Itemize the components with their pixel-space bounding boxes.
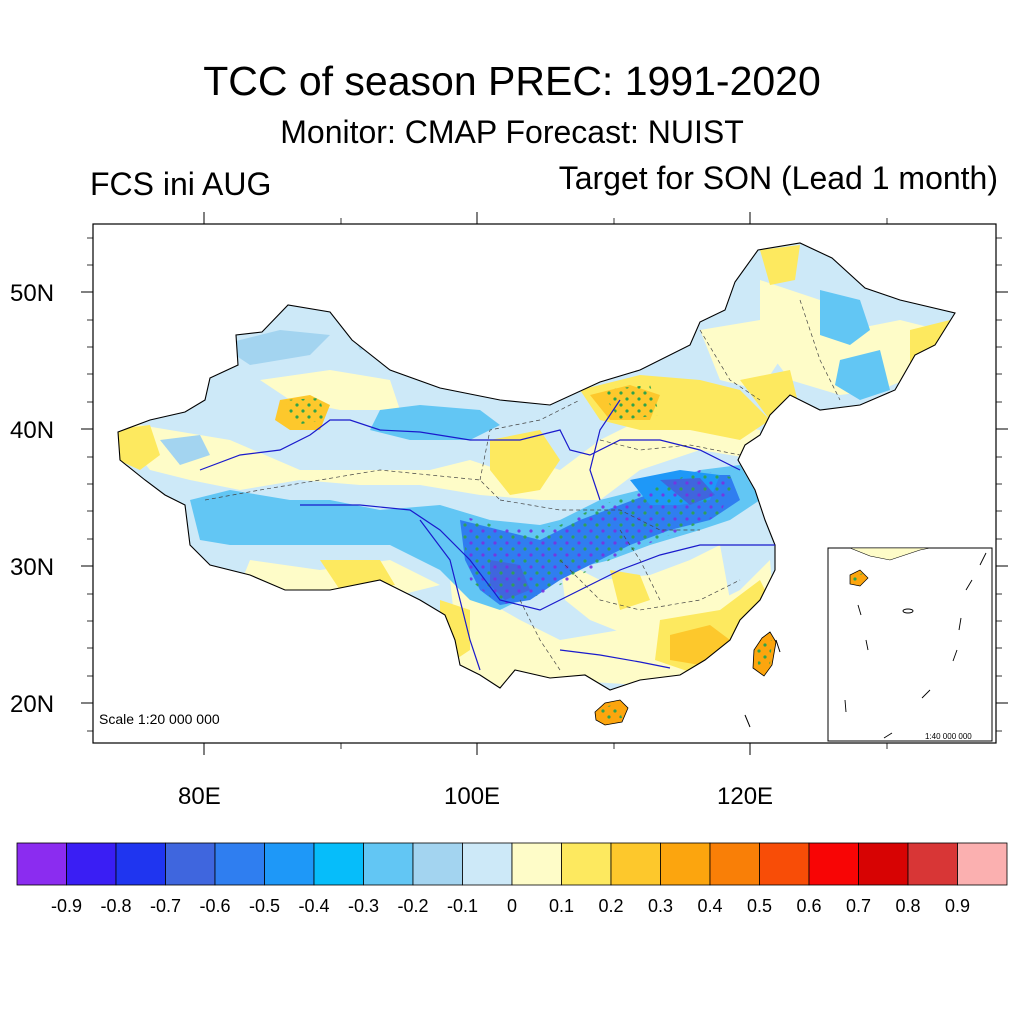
nine-dash-marks	[744, 639, 781, 728]
colorbar-tick-label: -0.5	[248, 896, 281, 916]
colorbar-box	[709, 842, 760, 886]
colorbar-tick-label: 0	[506, 896, 517, 916]
colorbar-box	[610, 842, 661, 886]
colorbar-box	[363, 842, 414, 886]
lon-label-80e: 80E	[178, 783, 221, 810]
colorbar-box	[115, 842, 166, 886]
colorbar-box	[462, 842, 513, 886]
colorbar-tick-label: 0.8	[895, 896, 921, 916]
frame-ticks	[81, 212, 1008, 755]
colorbar-tick-label: -0.6	[199, 896, 231, 916]
minor-ticks	[87, 218, 1002, 749]
lon-label-120e: 120E	[717, 783, 774, 810]
lat-label-50n: 50N	[10, 280, 55, 307]
colorbar-tick-label: 0.1	[548, 896, 575, 916]
target-season-label: Target for SON (Lead 1 month)	[558, 160, 998, 196]
colorbar-box	[66, 842, 117, 886]
colorbar-tick-label: 0.4	[697, 896, 723, 916]
colorbar-tick-label: -0.4	[298, 896, 330, 916]
lat-label-40n: 40N	[10, 417, 55, 444]
colorbar-tick-label: 0.7	[845, 896, 872, 916]
colorbar-box	[561, 842, 612, 886]
colorbar-box	[957, 842, 1008, 886]
china-border	[117, 242, 956, 691]
forecast-init-label: FCS ini AUG	[90, 166, 272, 202]
map-scale-text: Scale 1:20 000 000	[99, 711, 220, 727]
colorbar-box	[412, 842, 463, 886]
inset-scale-text: 1:40 000 000	[925, 732, 972, 741]
colorbar-box	[808, 842, 859, 886]
colorbar-box	[214, 842, 265, 886]
south-china-sea-inset	[827, 547, 993, 742]
colorbar-box	[165, 842, 216, 886]
colorbar-tick-label: -0.2	[397, 896, 429, 916]
colorbar-box	[511, 842, 562, 886]
islands	[594, 631, 777, 726]
colorbar-tick-label: -0.1	[446, 896, 479, 916]
colorbar-tick-label: 0.9	[944, 896, 971, 916]
colorbar-box	[858, 842, 909, 886]
colorbar-tick-label: -0.3	[347, 896, 380, 916]
colorbar-box	[264, 842, 315, 886]
lat-label-20n: 20N	[10, 691, 55, 718]
colorbar-tick-label: 0.5	[746, 896, 773, 916]
lat-label-30n: 30N	[10, 554, 55, 581]
province-boundaries	[204, 299, 841, 671]
colorbar-tick-label: 0.2	[598, 896, 624, 916]
colorbar-tick-label: -0.8	[100, 896, 132, 916]
colorbar-tick-label: 0.6	[796, 896, 822, 916]
chart-title: TCC of season PREC: 1991-2020	[203, 58, 821, 104]
colorbar-tick-label: 0.3	[647, 896, 674, 916]
colorbar-box	[907, 842, 958, 886]
rivers	[199, 399, 775, 671]
lon-label-100e: 100E	[444, 783, 501, 810]
colorbar-box	[759, 842, 810, 886]
colorbar	[16, 842, 1008, 886]
colorbar-box	[660, 842, 711, 886]
colorbar-box	[313, 842, 364, 886]
colorbar-tick-label: -0.7	[149, 896, 182, 916]
colorbar-box	[16, 842, 67, 886]
colorbar-tick-label: -0.9	[50, 896, 83, 916]
chart-subtitle: Monitor: CMAP Forecast: NUIST	[280, 114, 744, 150]
